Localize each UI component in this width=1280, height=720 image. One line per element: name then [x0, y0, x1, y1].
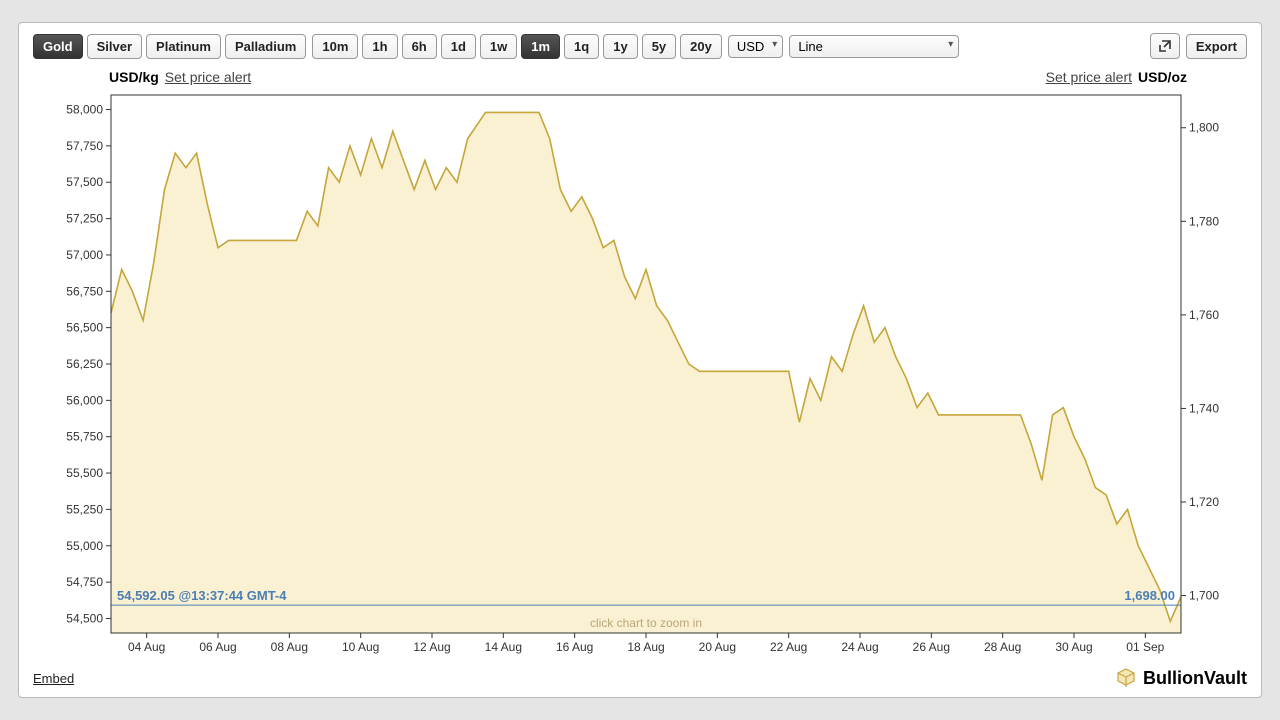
popout-icon[interactable]	[1150, 33, 1180, 59]
range-1h[interactable]: 1h	[362, 34, 397, 59]
svg-text:1,700: 1,700	[1189, 589, 1219, 603]
toolbar: GoldSilverPlatinumPalladium 10m1h6h1d1w1…	[33, 33, 1247, 59]
svg-text:04 Aug: 04 Aug	[128, 640, 165, 654]
svg-text:20 Aug: 20 Aug	[699, 640, 736, 654]
svg-text:58,000: 58,000	[66, 103, 103, 117]
svg-text:57,750: 57,750	[66, 139, 103, 153]
svg-text:57,500: 57,500	[66, 175, 103, 189]
brand-logo: BullionVault	[1115, 667, 1247, 689]
svg-text:54,750: 54,750	[66, 575, 103, 589]
set-price-alert-right[interactable]: Set price alert	[1046, 69, 1132, 85]
svg-text:55,500: 55,500	[66, 466, 103, 480]
embed-link[interactable]: Embed	[33, 671, 74, 686]
metal-selector: GoldSilverPlatinumPalladium	[33, 34, 306, 59]
svg-text:55,250: 55,250	[66, 502, 103, 516]
left-axis-unit: USD/kg	[109, 69, 159, 85]
svg-text:06 Aug: 06 Aug	[199, 640, 236, 654]
svg-text:10 Aug: 10 Aug	[342, 640, 379, 654]
metal-gold[interactable]: Gold	[33, 34, 83, 59]
range-1q[interactable]: 1q	[564, 34, 599, 59]
svg-text:1,698.00: 1,698.00	[1124, 588, 1175, 603]
range-1m[interactable]: 1m	[521, 34, 560, 59]
svg-text:08 Aug: 08 Aug	[271, 640, 308, 654]
svg-text:57,250: 57,250	[66, 212, 103, 226]
range-1y[interactable]: 1y	[603, 34, 637, 59]
svg-text:56,500: 56,500	[66, 321, 103, 335]
range-20y[interactable]: 20y	[680, 34, 722, 59]
svg-text:1,720: 1,720	[1189, 495, 1219, 509]
axis-header: USD/kg Set price alert Set price alert U…	[33, 59, 1247, 89]
svg-text:56,000: 56,000	[66, 393, 103, 407]
svg-text:24 Aug: 24 Aug	[841, 640, 878, 654]
range-6h[interactable]: 6h	[402, 34, 437, 59]
svg-text:01 Sep: 01 Sep	[1126, 640, 1164, 654]
svg-text:18 Aug: 18 Aug	[627, 640, 664, 654]
svg-text:55,750: 55,750	[66, 430, 103, 444]
svg-text:1,740: 1,740	[1189, 401, 1219, 415]
metal-silver[interactable]: Silver	[87, 34, 142, 59]
svg-text:14 Aug: 14 Aug	[485, 640, 522, 654]
svg-text:1,800: 1,800	[1189, 121, 1219, 135]
range-1d[interactable]: 1d	[441, 34, 476, 59]
svg-text:26 Aug: 26 Aug	[913, 640, 950, 654]
svg-text:30 Aug: 30 Aug	[1055, 640, 1092, 654]
metal-platinum[interactable]: Platinum	[146, 34, 221, 59]
svg-text:16 Aug: 16 Aug	[556, 640, 593, 654]
svg-text:click chart to zoom in: click chart to zoom in	[590, 616, 702, 630]
svg-text:54,592.05 @13:37:44 GMT-4: 54,592.05 @13:37:44 GMT-4	[117, 588, 287, 603]
cube-icon	[1115, 667, 1137, 689]
svg-text:57,000: 57,000	[66, 248, 103, 262]
metal-palladium[interactable]: Palladium	[225, 34, 306, 59]
svg-text:56,750: 56,750	[66, 284, 103, 298]
set-price-alert-left[interactable]: Set price alert	[165, 69, 251, 85]
range-selector: 10m1h6h1d1w1m1q1y5y20y	[312, 34, 722, 59]
svg-text:54,500: 54,500	[66, 611, 103, 625]
svg-text:28 Aug: 28 Aug	[984, 640, 1021, 654]
svg-text:56,250: 56,250	[66, 357, 103, 371]
range-1w[interactable]: 1w	[480, 34, 517, 59]
right-axis-unit: USD/oz	[1138, 69, 1187, 85]
svg-text:55,000: 55,000	[66, 539, 103, 553]
footer: Embed BullionVault	[33, 661, 1247, 689]
svg-text:12 Aug: 12 Aug	[413, 640, 450, 654]
svg-text:22 Aug: 22 Aug	[770, 640, 807, 654]
price-chart[interactable]: 54,500 54,750 55,000 55,250 55,500 55,750 56,0…	[39, 89, 1241, 661]
charttype-select[interactable]: Line	[789, 35, 959, 58]
svg-text:1,760: 1,760	[1189, 308, 1219, 322]
currency-select[interactable]: USD	[728, 35, 783, 58]
range-5y[interactable]: 5y	[642, 34, 676, 59]
range-10m[interactable]: 10m	[312, 34, 358, 59]
svg-text:1,780: 1,780	[1189, 214, 1219, 228]
export-button[interactable]: Export	[1186, 34, 1247, 59]
chart-panel: GoldSilverPlatinumPalladium 10m1h6h1d1w1…	[18, 22, 1262, 698]
